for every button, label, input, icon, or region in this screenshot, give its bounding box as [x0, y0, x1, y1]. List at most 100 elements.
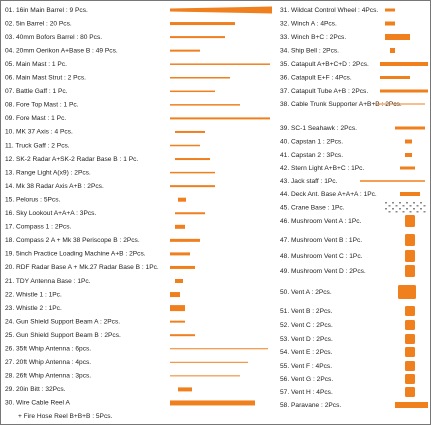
part-label: 18. Compass 2 A + Mk 38 Periscope B : 2P…: [5, 237, 140, 244]
part-label: 13. Range Light A(x9) : 2Pcs.: [5, 169, 91, 176]
part-icon: [170, 305, 185, 312]
part-icon: [398, 285, 416, 299]
part-label: 49. Mushroom Vent D : 2Pcs.: [280, 268, 366, 275]
part-label: 22. Whistle 1 : 1Pc.: [5, 291, 62, 298]
part-label: 33. Winch B+C : 2Pcs.: [280, 34, 346, 41]
crane-base-pattern: [399, 202, 401, 204]
crane-base-pattern: [409, 205, 412, 207]
crane-base-pattern: [420, 202, 422, 204]
part-icon: [170, 117, 270, 120]
part-label: 34. Ship Bell : 2Pcs.: [280, 47, 339, 54]
part-icon: [405, 139, 412, 144]
part-label: 44. Deck Ant. Base A+A+A : 1Pc.: [280, 191, 377, 198]
crane-base-pattern: [392, 208, 394, 210]
part-label: + Fire Hose Reel B+B+B : 5Pcs.: [18, 413, 113, 420]
part-label: 48. Mushroom Vent C : 1Pc.: [280, 253, 363, 260]
part-label: 35. Catapult A+B+C+D : 2Pcs.: [280, 61, 369, 68]
crane-base-pattern: [423, 205, 426, 207]
part-icon: [170, 104, 240, 106]
crane-base-pattern: [409, 211, 412, 213]
part-label: 41. Capstan 2 : 3Pcs.: [280, 152, 343, 159]
part-label: 42. Stern Light A+B+C : 1Pc.: [280, 165, 364, 172]
part-label: 06. Main Mast Strut : 2 Pcs.: [5, 75, 86, 82]
part-icon: [400, 192, 420, 196]
part-icon: [385, 34, 410, 40]
part-icon: [170, 36, 225, 39]
part-icon: [380, 76, 410, 79]
part-icon: [170, 144, 200, 147]
crane-base-pattern: [388, 211, 391, 213]
part-label: 17. Compass 1 : 2Pcs.: [5, 224, 72, 231]
part-label: 15. Pelorus : 5Pcs.: [5, 196, 61, 203]
part-icon: [170, 334, 195, 337]
part-icon: [385, 21, 395, 26]
part-icon: [405, 320, 415, 330]
part-label: 25. Gun Shield Support Beam B : 2Pcs.: [5, 332, 121, 339]
part-label: 30. Wire Cable Reel A: [5, 400, 70, 407]
part-label: 40. Capstan 1 : 2Pcs.: [280, 138, 343, 145]
part-icon: [170, 22, 235, 26]
part-icon: [170, 320, 185, 323]
crane-base-pattern: [406, 208, 408, 210]
part-icon: [170, 265, 195, 269]
part-label: 08. Fore Top Mast : 1 Pc.: [5, 102, 79, 109]
part-icon: [170, 252, 190, 256]
part-label: 09. Fore Mast : 1 Pc.: [5, 115, 66, 122]
part-icon: [390, 48, 395, 53]
crane-base-pattern: [395, 205, 398, 207]
part-icon: [170, 348, 268, 350]
part-label: 12. SK-2 Radar A+SK-2 Radar Base B : 1 P…: [5, 156, 138, 163]
part-icon: [380, 89, 428, 93]
part-icon: [175, 158, 210, 161]
crane-base-pattern: [416, 205, 419, 207]
part-label: 14. Mk 38 Radar Axis A+B : 2Pcs.: [5, 183, 104, 190]
part-label: 31. Wildcat Control Wheel : 4Pcs.: [280, 7, 378, 14]
part-icon: [380, 62, 428, 66]
crane-base-pattern: [392, 202, 394, 204]
crane-base-pattern: [402, 205, 405, 207]
part-label: 51. Vent B : 2Pcs.: [280, 308, 333, 315]
crane-base-pattern: [413, 208, 415, 210]
crane-base-pattern: [423, 211, 426, 213]
part-icon: [395, 402, 428, 408]
crane-base-pattern: [416, 211, 419, 213]
part-icon: [170, 375, 240, 377]
part-icon: [175, 212, 205, 215]
part-icon: [405, 387, 415, 397]
part-icon: [400, 166, 415, 170]
crane-base-pattern: [385, 208, 387, 210]
part-label: 20. RDF Radar Base A + Mk.27 Radar Base …: [5, 264, 159, 271]
crane-base-pattern: [399, 208, 401, 210]
part-icon: [405, 334, 415, 344]
part-icon: [170, 185, 215, 188]
crane-base-pattern: [406, 202, 408, 204]
part-icon: [405, 215, 415, 227]
part-label: 27. 20ft Whip Antenna : 4pcs.: [5, 359, 91, 366]
part-icon: [170, 361, 248, 363]
part-label: 47. Mushroom Vent B : 1Pc.: [280, 237, 362, 244]
part-icon: [405, 153, 412, 157]
part-label: 55. Vent F : 4Pcs.: [280, 363, 332, 370]
part-icon: [405, 347, 415, 357]
part-icon: [170, 400, 255, 406]
part-label: 45. Crane Base : 1Pc.: [280, 204, 345, 211]
part-label: 24. Gun Shield Support Beam A : 2Pcs.: [5, 318, 120, 325]
part-icon: [405, 250, 415, 262]
part-label: 04. 20mm Oerikon A+Base B : 49 Pcs.: [5, 47, 118, 54]
part-label: 02. 5in Barrel : 20 Pcs.: [5, 20, 72, 27]
part-label: 26. 35ft Whip Antenna : 6pcs.: [5, 346, 91, 353]
part-icon: [405, 306, 415, 316]
part-icon: [170, 6, 272, 14]
part-label: 53. Vent D : 2Pcs.: [280, 336, 333, 343]
part-icon: [170, 77, 230, 79]
crane-base-pattern: [385, 202, 387, 204]
part-label: 23. Whistle 2 : 1Pc.: [5, 305, 62, 312]
part-label: 29. 20in Bitt : 32Pcs.: [5, 386, 66, 393]
part-label: 43. Jack staff : 1Pc.: [280, 178, 338, 185]
part-label: 03. 40mm Bofors Barrel : 80 Pcs.: [5, 34, 102, 41]
part-icon: [360, 180, 425, 182]
part-label: 10. MK 37 Axis : 4 Pcs.: [5, 129, 73, 136]
part-label: 54. Vent E : 2Pcs.: [280, 349, 333, 356]
crane-base-pattern: [402, 211, 405, 213]
